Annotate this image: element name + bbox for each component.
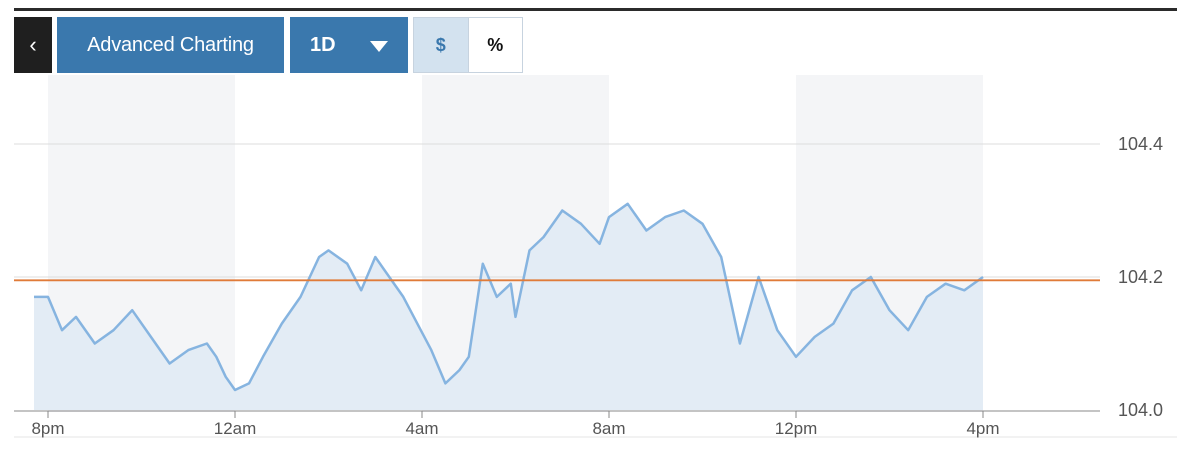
x-tick-label: 8pm <box>31 419 64 438</box>
y-tick-label: 104.4 <box>1118 134 1163 154</box>
chevron-left-icon: ‹ <box>29 32 37 57</box>
price-area <box>34 203 983 410</box>
dollar-mode-label: $ <box>435 34 446 55</box>
dollar-mode-button[interactable]: $ <box>414 18 469 72</box>
x-tick-label: 4am <box>405 419 438 438</box>
x-tick-label: 12pm <box>775 419 818 438</box>
advanced-charting-button[interactable]: Advanced Charting <box>57 17 284 73</box>
back-button[interactable]: ‹ <box>14 17 52 73</box>
top-rule <box>14 8 1177 11</box>
y-tick-label: 104.0 <box>1118 400 1163 420</box>
y-tick-label: 104.2 <box>1118 267 1163 287</box>
price-line <box>34 202 984 392</box>
percent-mode-label: % <box>487 34 504 55</box>
x-tick-label: 12am <box>214 419 257 438</box>
period-dropdown[interactable]: 1D <box>290 17 408 73</box>
x-tick-label: 8am <box>592 419 625 438</box>
percent-mode-button[interactable]: % <box>468 18 522 72</box>
value-mode-toggle: $ % <box>413 17 523 73</box>
advanced-charting-label: Advanced Charting <box>87 33 254 56</box>
period-label: 1D <box>310 33 336 56</box>
caret-down-icon <box>370 41 388 52</box>
x-tick-label: 4pm <box>966 419 999 438</box>
